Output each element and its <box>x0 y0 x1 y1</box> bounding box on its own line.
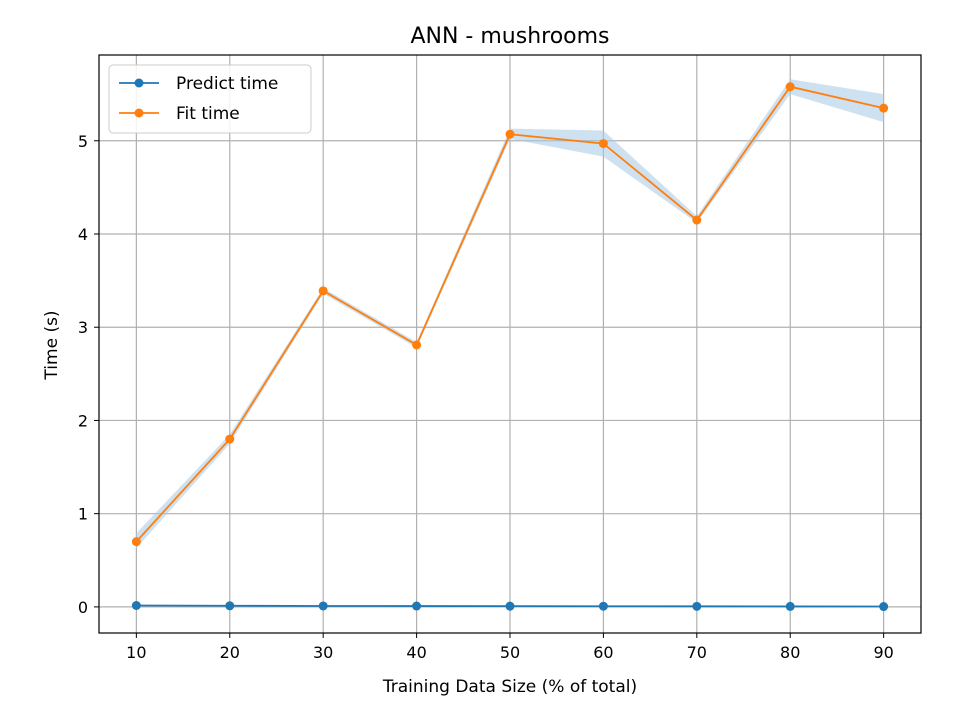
series-points <box>131 82 889 612</box>
chart-title: ANN - mushrooms <box>410 24 609 49</box>
legend-label-predict-time: Predict time <box>176 74 278 94</box>
x-tick-label: 60 <box>593 643 613 662</box>
y-tick-label: 1 <box>78 505 88 524</box>
y-tick-label: 3 <box>78 318 88 337</box>
fit-time-point <box>505 129 515 139</box>
x-tick-label: 50 <box>500 643 520 662</box>
x-tick-label: 80 <box>780 643 800 662</box>
x-tick-label: 20 <box>220 643 240 662</box>
x-tick-label: 90 <box>873 643 893 662</box>
predict-time-point <box>692 601 702 611</box>
predict-time-point <box>785 601 795 611</box>
x-axis-label: Training Data Size (% of total) <box>382 677 637 697</box>
legend-marker-predict-time <box>134 78 144 88</box>
fit-time-point <box>412 340 422 350</box>
fit-time-point <box>318 286 328 296</box>
predict-time-point <box>505 601 515 611</box>
x-tick-label: 70 <box>687 643 707 662</box>
predict-time-point <box>412 601 422 611</box>
fit-time-point <box>785 82 795 92</box>
predict-time-point <box>598 601 608 611</box>
fit-time-point <box>879 103 889 113</box>
predict-time-point <box>131 600 141 610</box>
legend-box <box>108 64 312 134</box>
predict-time-point <box>225 601 235 611</box>
fit-time-point <box>598 139 608 149</box>
fit-time-point <box>692 215 702 225</box>
fit-time-point <box>131 537 141 547</box>
fit-time-point <box>225 434 235 444</box>
legend: Predict time Fit time <box>108 64 312 134</box>
x-tick-label: 40 <box>406 643 426 662</box>
y-tick-label: 0 <box>78 598 88 617</box>
legend-label-fit-time: Fit time <box>176 104 240 124</box>
y-tick-label: 5 <box>78 132 88 151</box>
y-tick-label: 2 <box>78 411 88 430</box>
legend-marker-fit-time <box>134 108 144 118</box>
predict-time-point <box>318 601 328 611</box>
x-tick-label: 30 <box>313 643 333 662</box>
y-axis-label: Time (s) <box>42 310 62 380</box>
x-tick-label: 10 <box>126 643 146 662</box>
predict-time-point <box>879 602 889 612</box>
y-tick-label: 4 <box>78 225 88 244</box>
axis-ticks: 10 20 30 40 50 60 70 80 90 0 1 2 3 4 5 <box>78 132 894 662</box>
